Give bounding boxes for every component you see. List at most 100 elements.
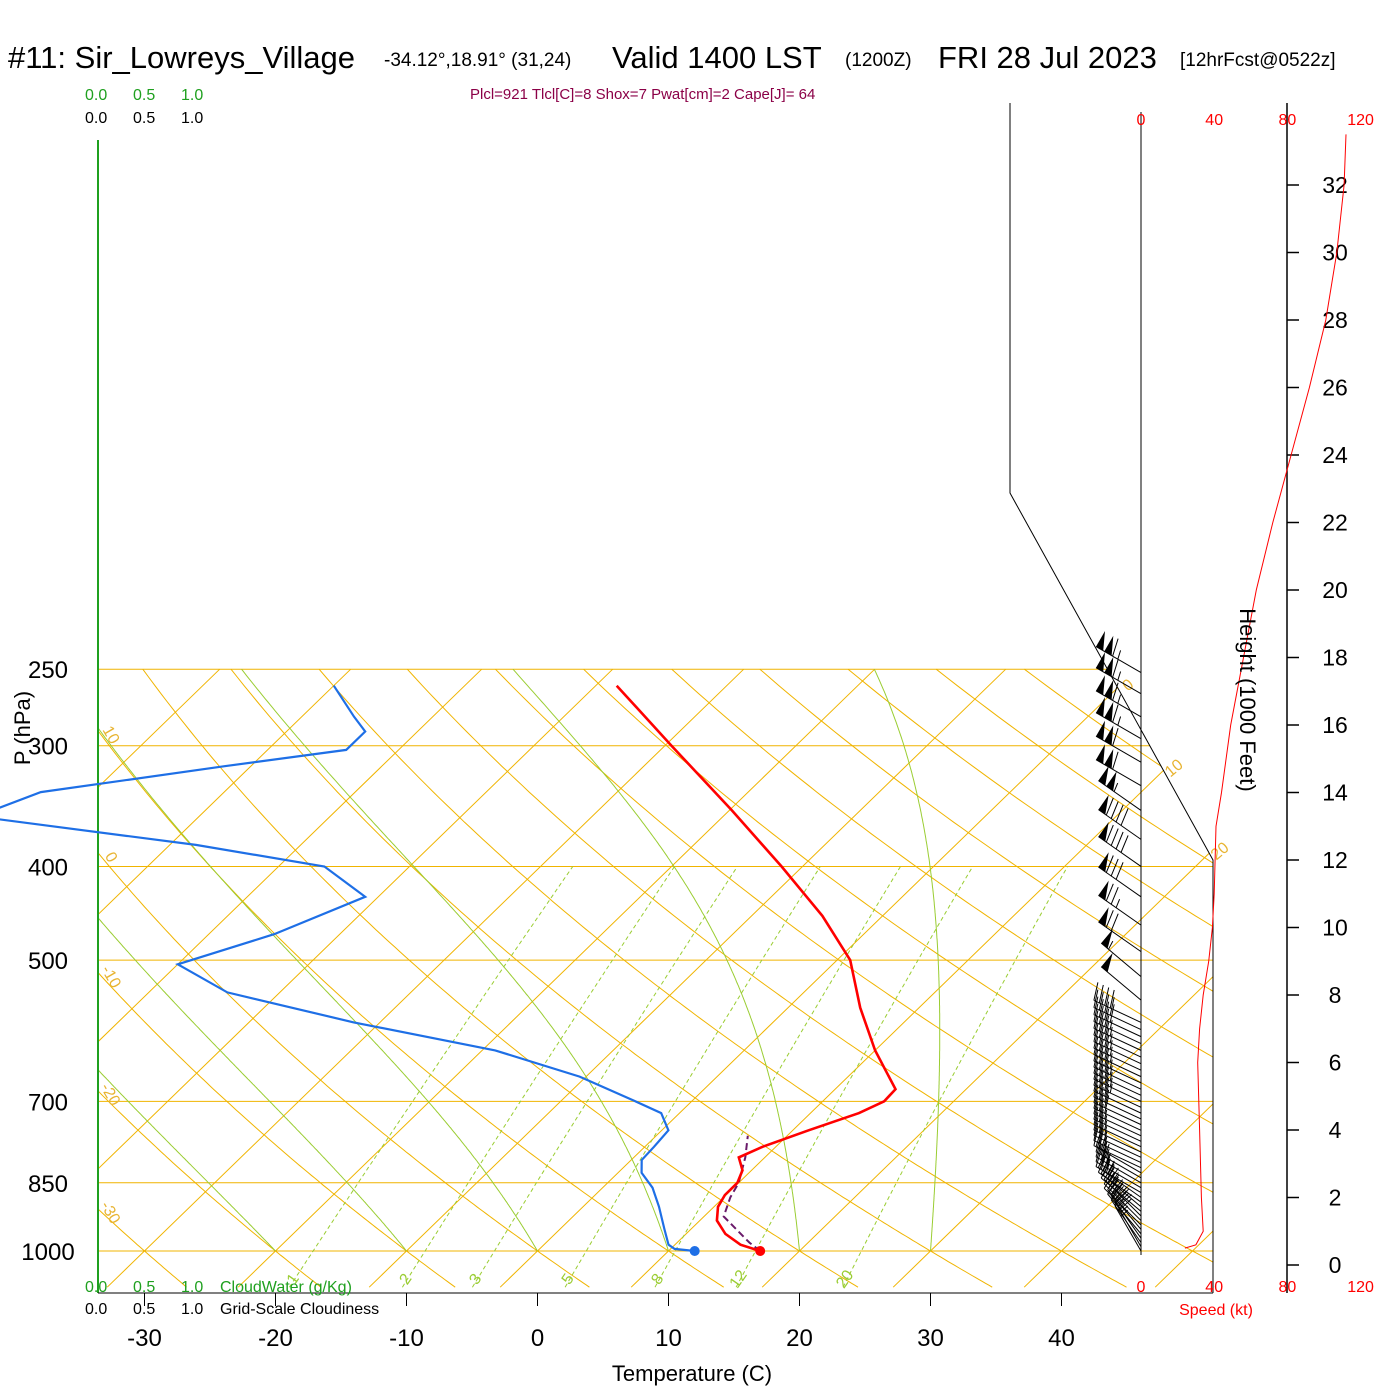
- wind-barb-half-feather: [1104, 1109, 1108, 1120]
- wind-barb-feather: [1105, 824, 1114, 843]
- wind-barb-shaft: [1093, 1084, 1142, 1108]
- wind-barb-shaft: [1098, 921, 1142, 953]
- height-label-0: 0: [1329, 1252, 1342, 1278]
- wind-barb-pennant: [1104, 656, 1114, 677]
- wind-barb-pennant: [1101, 929, 1113, 949]
- wind-barb-feather: [1105, 855, 1114, 873]
- wind-barb-feather: [1098, 1063, 1104, 1083]
- wind-barb-pennant: [1098, 765, 1109, 786]
- wind-barb-feather: [1112, 751, 1119, 770]
- wind-barbs: [1093, 112, 1142, 1255]
- wind-barb-half-feather: [1109, 1033, 1113, 1043]
- height-label-22: 22: [1322, 510, 1348, 536]
- pressure-label-1000: 1000: [21, 1239, 74, 1266]
- wind-barb-34: [1093, 1036, 1142, 1078]
- wind-barb-28: [1093, 1073, 1142, 1114]
- dry-adiabat-140: [1200, 668, 1213, 1288]
- wind-barb-33: [1093, 1042, 1142, 1084]
- wind-barb-feather: [1104, 1022, 1110, 1041]
- wind-barb-pennant: [1104, 725, 1114, 746]
- wind-barb-feather: [1104, 1072, 1110, 1091]
- speed-top-label-120: 120: [1347, 112, 1374, 129]
- wind-barb-feather: [1098, 1069, 1104, 1088]
- wind-barb-half-feather: [1113, 782, 1119, 792]
- wind-barb-feather: [1104, 1001, 1110, 1020]
- wind-barb-half-feather: [1114, 1195, 1122, 1204]
- wind-barb-feather: [1109, 997, 1115, 1016]
- surface-temperature-dot: [755, 1246, 766, 1256]
- wind-barb-feather: [1105, 910, 1114, 928]
- wind-barb-shaft: [1093, 1134, 1142, 1158]
- wind-barb-shaft: [1093, 1118, 1142, 1142]
- mixing-ratio-5: [564, 866, 821, 1288]
- wind-barb-shaft: [1103, 1187, 1142, 1226]
- wind-barb-half-feather: [1115, 899, 1121, 908]
- wind-barb-half-feather: [1109, 1065, 1113, 1075]
- wind-barb-feather: [1104, 1041, 1110, 1060]
- pressure-label-250: 250: [28, 657, 68, 684]
- wind-barb-38: [1093, 1010, 1142, 1051]
- wind-barb-feather: [1093, 1061, 1099, 1080]
- wind-barb-feather: [1104, 1095, 1110, 1114]
- wind-barb-feather: [1098, 999, 1104, 1018]
- wind-barb-shaft: [1107, 1193, 1142, 1235]
- wind-barb-pennant: [1096, 675, 1105, 695]
- x-tick-label-40: 40: [1048, 1325, 1075, 1352]
- height-label-10: 10: [1322, 915, 1348, 941]
- isotherm--30: [106, 668, 745, 1288]
- wind-barb-half-feather: [1109, 1077, 1113, 1088]
- wind-barb-shaft: [1095, 690, 1142, 718]
- wind-barb-shaft: [1095, 1156, 1142, 1184]
- wind-barb-feather: [1093, 989, 1099, 1008]
- height-axis: 0246810121416182022242628303200404080801…: [1137, 103, 1374, 1296]
- wind-barb-feather: [1098, 1075, 1104, 1094]
- wind-barb-shaft: [1095, 735, 1142, 763]
- wind-barb-feather: [1098, 1026, 1104, 1045]
- wind-barb-36: [1093, 1023, 1142, 1065]
- wind-barb-half-feather: [1117, 650, 1122, 660]
- wind-barb-feather: [1104, 1015, 1110, 1034]
- wind-barb-pennant: [1098, 852, 1109, 872]
- wind-barb-shaft: [1093, 1096, 1142, 1120]
- wind-barb-feather: [1093, 1042, 1099, 1062]
- wind-barb-feather: [1098, 1012, 1104, 1032]
- pressure-label-500: 500: [28, 948, 68, 975]
- wind-barb-pennant: [1098, 794, 1109, 815]
- x-tick-label--10: -10: [389, 1325, 424, 1352]
- height-label-26: 26: [1322, 375, 1348, 401]
- wind-barb-shaft: [1095, 1151, 1142, 1179]
- wind-barb-feather: [1095, 1148, 1102, 1167]
- wind-barb-feather: [1098, 1051, 1104, 1070]
- wind-barb-shaft: [1098, 866, 1142, 898]
- wind-barb-feather: [1098, 1045, 1104, 1064]
- wind-barb-shaft: [1093, 1140, 1142, 1164]
- height-label-8: 8: [1329, 982, 1342, 1008]
- wind-barb-half-feather: [1114, 1191, 1122, 1200]
- x-tick-label-10: 10: [655, 1325, 682, 1352]
- wind-barb-feather: [1104, 994, 1110, 1013]
- pressure-label-300: 300: [28, 734, 68, 761]
- wind-barb-feather: [1093, 1084, 1099, 1103]
- speed-top-label-80: 80: [1279, 112, 1297, 129]
- height-label-14: 14: [1322, 780, 1348, 806]
- isotherm-20: [761, 668, 1213, 1288]
- moist-adiabat-0: [98, 668, 538, 1252]
- wind-barb-26: [1093, 1084, 1142, 1126]
- wind-barb-47: [1098, 852, 1142, 898]
- wind-barb-feather: [1110, 887, 1119, 905]
- wind-barb-48: [1098, 821, 1142, 867]
- dry-adiabat-160: [1377, 669, 1400, 1287]
- wind-barb-43: [1100, 952, 1142, 1001]
- moist-adiabat-30: [873, 668, 941, 1252]
- x-tick-label-20: 20: [786, 1325, 813, 1352]
- wind-barb-56: [1095, 631, 1142, 674]
- dry-adiabat-40: [318, 668, 1127, 1288]
- wind-barb-feather: [1098, 1005, 1104, 1025]
- wind-barb-feather: [1098, 1032, 1104, 1051]
- mixing-ratio-8: [654, 866, 901, 1288]
- wind-barb-half-feather: [1108, 940, 1114, 950]
- wind-barb-half-feather: [1109, 1020, 1113, 1030]
- wind-barb-51: [1095, 744, 1142, 787]
